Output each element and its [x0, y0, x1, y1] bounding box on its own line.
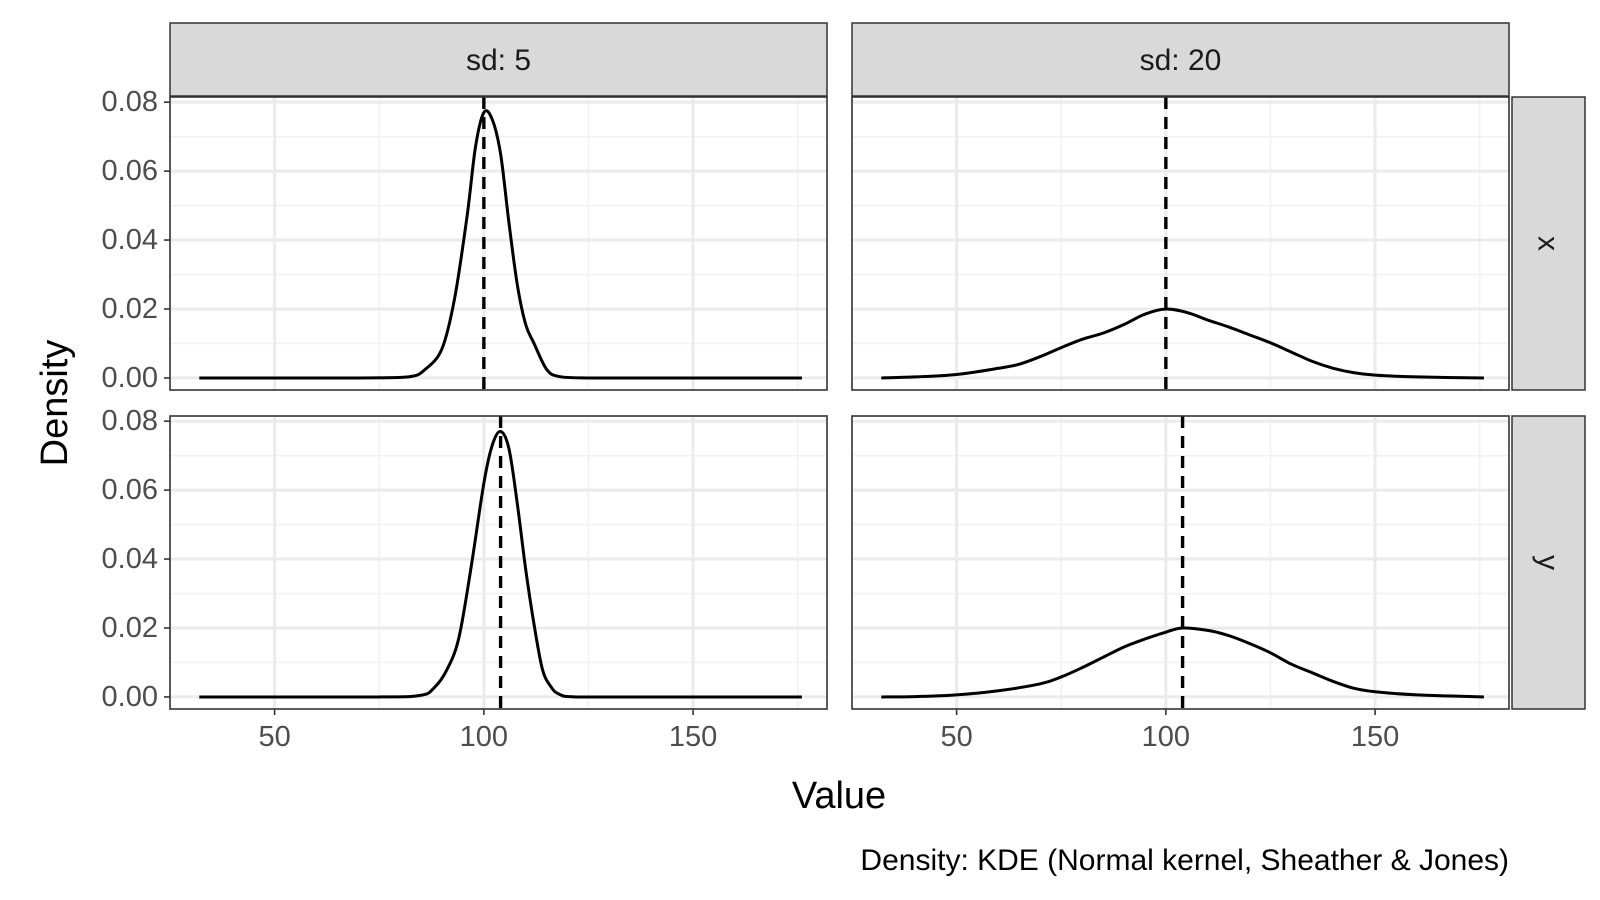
panel-x-sd-20 — [851, 96, 1510, 391]
y-tick-label: 0.08 — [102, 86, 158, 118]
panel-y-sd-20 — [851, 415, 1510, 710]
y-tick-label: 0.02 — [102, 293, 158, 325]
x-tick-label: 50 — [258, 721, 290, 753]
y-axis-top-row: 0.00 0.02 0.04 0.06 0.08 — [102, 86, 170, 394]
col-strip-sd-20: sd: 20 — [851, 22, 1510, 97]
x-axis-title: Value — [792, 775, 886, 817]
panel-background — [852, 97, 1509, 390]
row-strip-y: y — [1511, 415, 1586, 710]
panel-border — [851, 96, 1510, 391]
panel-background — [852, 416, 1509, 709]
x-axis-right-col: 50 100 150 — [940, 709, 1399, 753]
x-tick-label: 100 — [1142, 721, 1190, 753]
density-curve — [199, 430, 802, 699]
panel-x-sd-5 — [169, 96, 828, 391]
density-curve — [199, 109, 802, 380]
caption: Density: KDE (Normal kernel, Sheather & … — [860, 844, 1509, 877]
y-tick-label: 0.02 — [102, 612, 158, 644]
col-strip-sd-5: sd: 5 — [169, 22, 828, 97]
y-tick-label: 0.04 — [102, 543, 158, 575]
panel-y-sd-5 — [169, 415, 828, 710]
y-tick-label: 0.00 — [102, 681, 158, 713]
panel-border — [169, 96, 828, 391]
x-tick-label: 50 — [940, 721, 972, 753]
row-strip-label: x — [1532, 236, 1565, 251]
panel-background — [170, 416, 827, 709]
col-strip-label: sd: 20 — [1140, 44, 1222, 77]
x-tick-label: 100 — [460, 721, 508, 753]
y-tick-label: 0.06 — [102, 155, 158, 187]
y-tick-label: 0.00 — [102, 362, 158, 394]
panel-border — [169, 415, 828, 710]
row-strip-x: x — [1511, 96, 1586, 391]
y-tick-label: 0.04 — [102, 224, 158, 256]
row-strip-label: y — [1532, 555, 1565, 570]
x-tick-label: 150 — [1351, 721, 1399, 753]
y-tick-label: 0.06 — [102, 474, 158, 506]
x-axis-left-col: 50 100 150 — [258, 709, 717, 753]
y-axis-title: Density — [34, 340, 76, 467]
y-tick-label: 0.08 — [102, 405, 158, 437]
col-strip-label: sd: 5 — [466, 44, 531, 77]
panel-border — [851, 415, 1510, 710]
x-tick-label: 150 — [669, 721, 717, 753]
y-axis-bottom-row: 0.00 0.02 0.04 0.06 0.08 — [102, 405, 170, 713]
density-curve — [881, 307, 1484, 380]
